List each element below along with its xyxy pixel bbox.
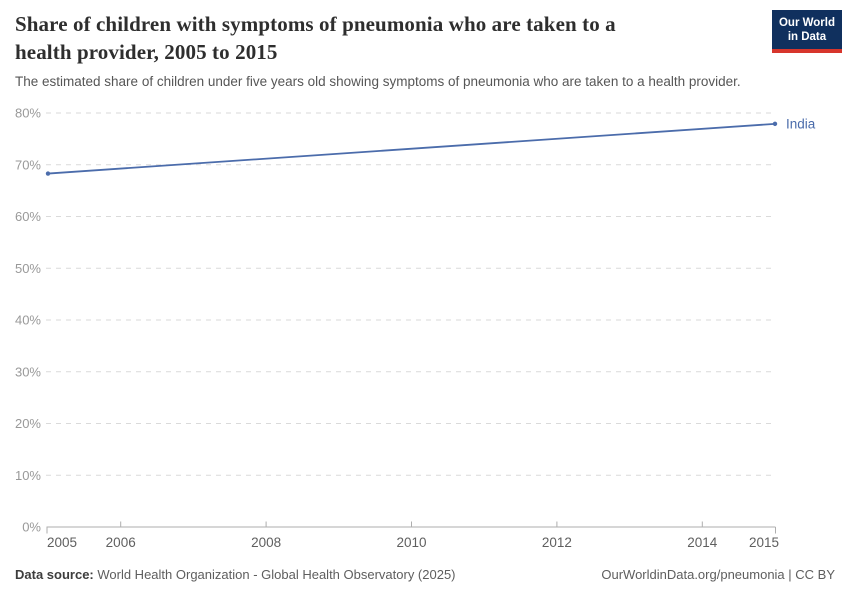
chart-title-line2: health provider, 2005 to 2015 bbox=[15, 39, 278, 64]
y-tick-label-40: 40% bbox=[15, 313, 41, 328]
owid-logo-line2: in Data bbox=[787, 31, 827, 43]
series-line-india bbox=[47, 122, 776, 175]
owid-logo: Our World in Data bbox=[771, 10, 842, 53]
line-chart-svg: 0% 10% 20% 30% 40% 50% 60% 70% 80% 2005 2006 2008 20… bbox=[15, 106, 816, 551]
chart-title: Share of children with symptoms of pneum… bbox=[15, 11, 750, 67]
series-point-2005 bbox=[45, 171, 51, 176]
owid-logo-line1: Our World bbox=[778, 17, 835, 29]
x-tick-label-2010: 2010 bbox=[396, 535, 426, 550]
x-tick-label-2008: 2008 bbox=[251, 535, 281, 550]
owid-link[interactable]: OurWorldinData.org/pneumonia | CC BY bbox=[601, 567, 835, 582]
chart-subtitle: The estimated share of children under fi… bbox=[15, 74, 741, 89]
y-tick-label-0: 0% bbox=[22, 520, 41, 535]
y-tick-label-20: 20% bbox=[15, 416, 41, 431]
data-source-value: World Health Organization - Global Healt… bbox=[93, 567, 456, 582]
data-source-label: Data source: bbox=[15, 567, 94, 582]
series-point-2015 bbox=[772, 121, 778, 127]
data-source: Data source: World Health Organization -… bbox=[15, 567, 456, 582]
series-label-india: India bbox=[786, 116, 816, 131]
chart-area: 0% 10% 20% 30% 40% 50% 60% 70% 80% 2005 2006 2008 20… bbox=[0, 100, 850, 560]
y-tick-label-10: 10% bbox=[15, 468, 41, 483]
x-tick-label-2005: 2005 bbox=[47, 535, 77, 550]
y-tick-label-50: 50% bbox=[15, 261, 41, 276]
chart-footer: Data source: World Health Organization -… bbox=[15, 567, 835, 582]
y-tick-label-30: 30% bbox=[15, 364, 41, 379]
y-tick-label-80: 80% bbox=[15, 106, 41, 121]
x-tick-label-2014: 2014 bbox=[687, 535, 718, 550]
y-tick-label-60: 60% bbox=[15, 209, 41, 224]
chart-title-line1: Share of children with symptoms of pneum… bbox=[15, 12, 616, 36]
x-tick-label-2012: 2012 bbox=[542, 535, 572, 550]
x-tick-label-2006: 2006 bbox=[106, 535, 136, 550]
y-tick-label-70: 70% bbox=[15, 157, 41, 172]
x-tick-label-2015: 2015 bbox=[749, 535, 779, 550]
